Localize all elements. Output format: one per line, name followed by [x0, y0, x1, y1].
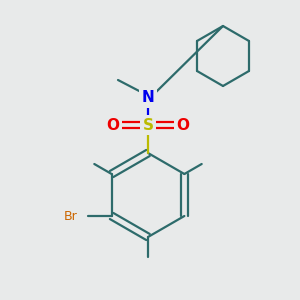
Text: S: S — [142, 118, 154, 133]
Text: Br: Br — [64, 209, 78, 223]
Text: O: O — [106, 118, 119, 133]
Text: N: N — [142, 91, 154, 106]
Text: O: O — [176, 118, 190, 133]
